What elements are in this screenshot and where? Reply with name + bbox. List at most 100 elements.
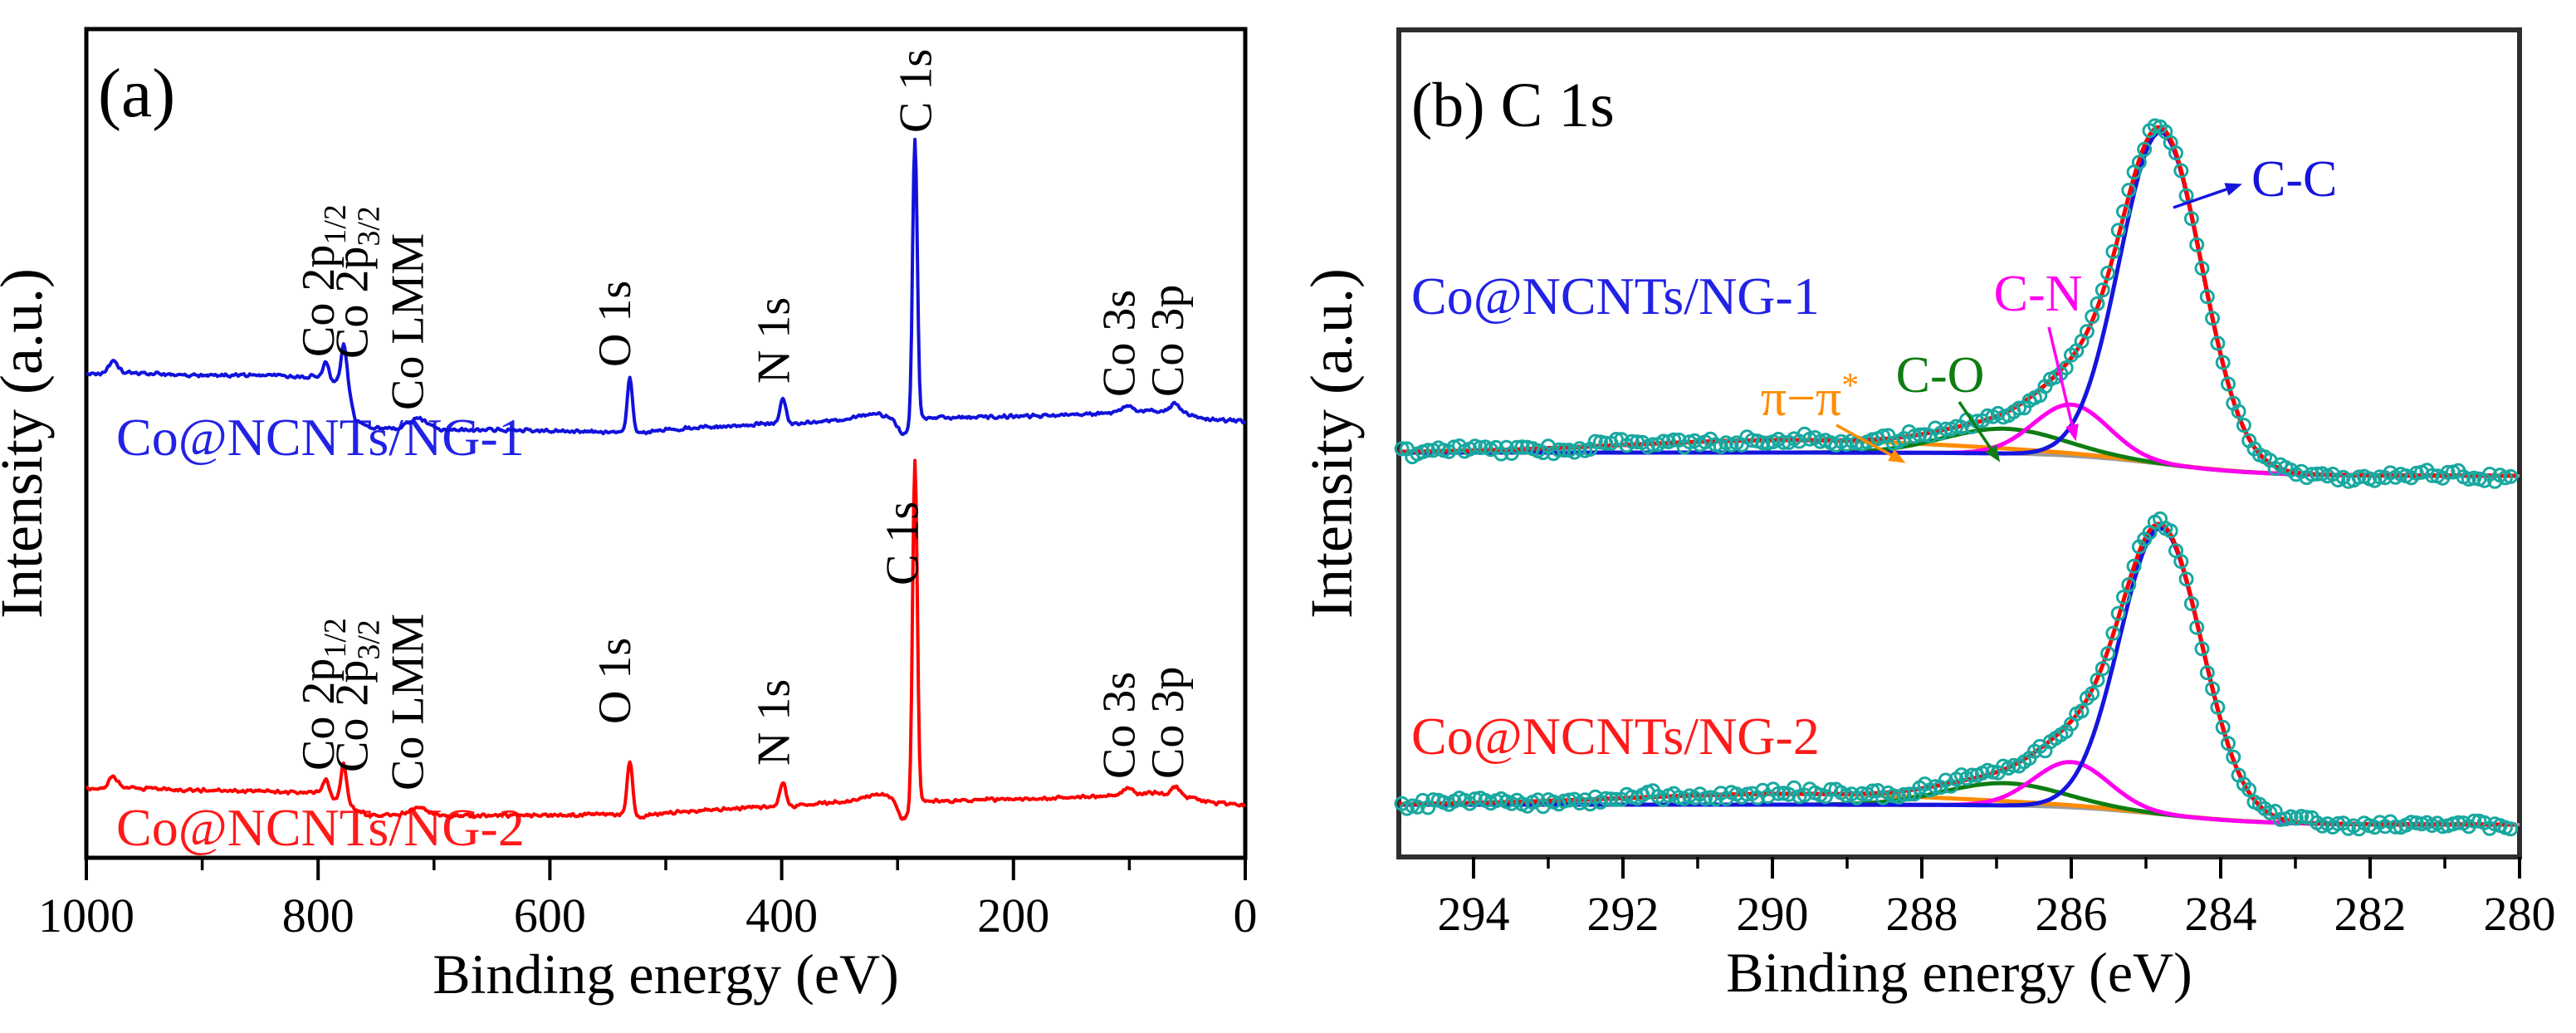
data-point xyxy=(2074,703,2090,719)
annotation-arrow-head xyxy=(1985,444,2001,463)
panel-a: (a) Binding energy (eV) Intensity (a.u.)… xyxy=(0,27,1258,1006)
x-tick-label: 600 xyxy=(514,889,586,942)
data-point xyxy=(1744,433,1760,448)
peak-label-subscript: 3/2 xyxy=(351,619,386,660)
data-point xyxy=(1467,791,1483,807)
data-point xyxy=(2424,468,2440,483)
data-point xyxy=(2183,596,2199,611)
data-point xyxy=(2231,404,2246,419)
data-point xyxy=(2221,736,2236,751)
data-point xyxy=(2215,719,2231,735)
data-point xyxy=(1598,791,1614,806)
data-point xyxy=(2194,261,2210,277)
data-point xyxy=(1896,786,1912,802)
x-tick-label: 1000 xyxy=(38,889,134,942)
component-annotation-sup: * xyxy=(1841,367,1859,405)
data-point xyxy=(2168,145,2183,161)
data-point xyxy=(2173,554,2189,570)
data-point xyxy=(1980,408,1996,423)
data-point xyxy=(2205,681,2221,697)
data-point xyxy=(1666,432,1682,448)
annotation-arrow-line xyxy=(1958,401,1992,449)
data-point xyxy=(1964,767,1980,783)
peak-label: C 1s xyxy=(890,49,941,133)
data-point xyxy=(2503,468,2519,484)
x-tick-label: 800 xyxy=(282,889,354,942)
annotation-arrow-head xyxy=(2224,183,2242,196)
data-point xyxy=(1771,786,1787,801)
trace-label-b-ng2: Co@NCNTs/NG-2 xyxy=(1411,707,1820,766)
data-point xyxy=(2503,821,2519,837)
data-point xyxy=(2110,223,2126,238)
panel-b-x-axis-title: Binding energy (eV) xyxy=(1726,941,2192,1004)
peak-label: Co 3p xyxy=(1142,285,1194,397)
data-point xyxy=(2466,813,2482,829)
data-point xyxy=(2199,665,2215,681)
data-point xyxy=(2116,590,2131,605)
data-point xyxy=(2131,154,2147,170)
data-point xyxy=(1514,439,1530,455)
data-point xyxy=(1938,421,1953,437)
panel-a-y-axis-title: Intensity (a.u.) xyxy=(0,268,55,619)
data-point xyxy=(2215,355,2231,370)
peak-label: O 1s xyxy=(589,281,641,367)
x-tick-label: 0 xyxy=(1234,889,1258,942)
peak-label: Co 3p xyxy=(1142,667,1194,779)
component-annotation: C-C xyxy=(2251,151,2337,208)
trace-label-b-ng1: Co@NCNTs/NG-1 xyxy=(1411,267,1820,326)
data-point xyxy=(2466,470,2482,486)
data-point xyxy=(2173,163,2189,179)
data-point xyxy=(1420,443,1436,458)
data-point xyxy=(2221,376,2236,392)
data-point xyxy=(2205,311,2221,326)
data-point xyxy=(2351,469,2367,485)
data-point xyxy=(2210,335,2226,351)
x-tick-label: 280 xyxy=(2484,887,2556,941)
data-point xyxy=(1755,435,1771,451)
x-tick-label: 284 xyxy=(2185,887,2257,941)
annotation-arrow-line xyxy=(2047,326,2074,426)
survey-trace-2 xyxy=(86,458,1247,821)
panel-b-plot-area: 294 292 290 288 286 284 282 280 π−π* C-OC-N C-C xyxy=(1394,118,2556,941)
x-tick-label: 290 xyxy=(1737,887,1809,941)
data-point xyxy=(2241,782,2257,797)
data-point xyxy=(1603,791,1619,807)
data-point xyxy=(1473,440,1488,456)
data-point xyxy=(2236,418,2251,433)
data-point xyxy=(2100,265,2116,281)
data-point xyxy=(1655,433,1671,449)
panel-b: (b) C 1s Binding energy (eV) Intensity (… xyxy=(1298,27,2556,1004)
data-point xyxy=(2189,237,2205,252)
data-point xyxy=(2435,819,2451,835)
data-point xyxy=(2095,661,2110,677)
data-point xyxy=(2100,646,2116,661)
data-point xyxy=(1587,433,1603,449)
data-point xyxy=(2194,641,2210,657)
annotation-arrow-head xyxy=(2065,423,2079,442)
data-point xyxy=(2137,141,2153,157)
data-point xyxy=(2310,466,2325,482)
peak-label: C 1s xyxy=(877,502,928,585)
peak-label: Co 2p1/2 xyxy=(293,618,353,771)
survey-trace-1 xyxy=(86,137,1247,437)
x-tick-label: 400 xyxy=(745,889,818,942)
data-point xyxy=(2183,211,2199,227)
x-tick-label: 288 xyxy=(1886,887,1958,941)
data-point xyxy=(2090,296,2105,311)
panel-a-x-axis-title: Binding energy (eV) xyxy=(433,942,899,1006)
x-tick-label: 286 xyxy=(2036,887,2108,941)
trace-label-ng1: Co@NCNTs/NG-1 xyxy=(116,408,525,467)
peak-label: N 1s xyxy=(748,679,799,766)
data-point xyxy=(2105,625,2121,641)
data-point xyxy=(1556,443,1572,458)
x-tick-label: 200 xyxy=(977,889,1049,942)
data-point xyxy=(2304,467,2319,482)
data-point xyxy=(2095,282,2110,298)
panel-b-y-axis-title: Intensity (a.u.) xyxy=(1298,268,1365,619)
component-annotation: C-O xyxy=(1896,347,1985,404)
data-point xyxy=(2403,815,2419,830)
panel-a-tag: (a) xyxy=(98,55,175,132)
peak-label-subscript: 1/2 xyxy=(318,618,353,658)
peak-label: Co LMM xyxy=(382,614,433,791)
